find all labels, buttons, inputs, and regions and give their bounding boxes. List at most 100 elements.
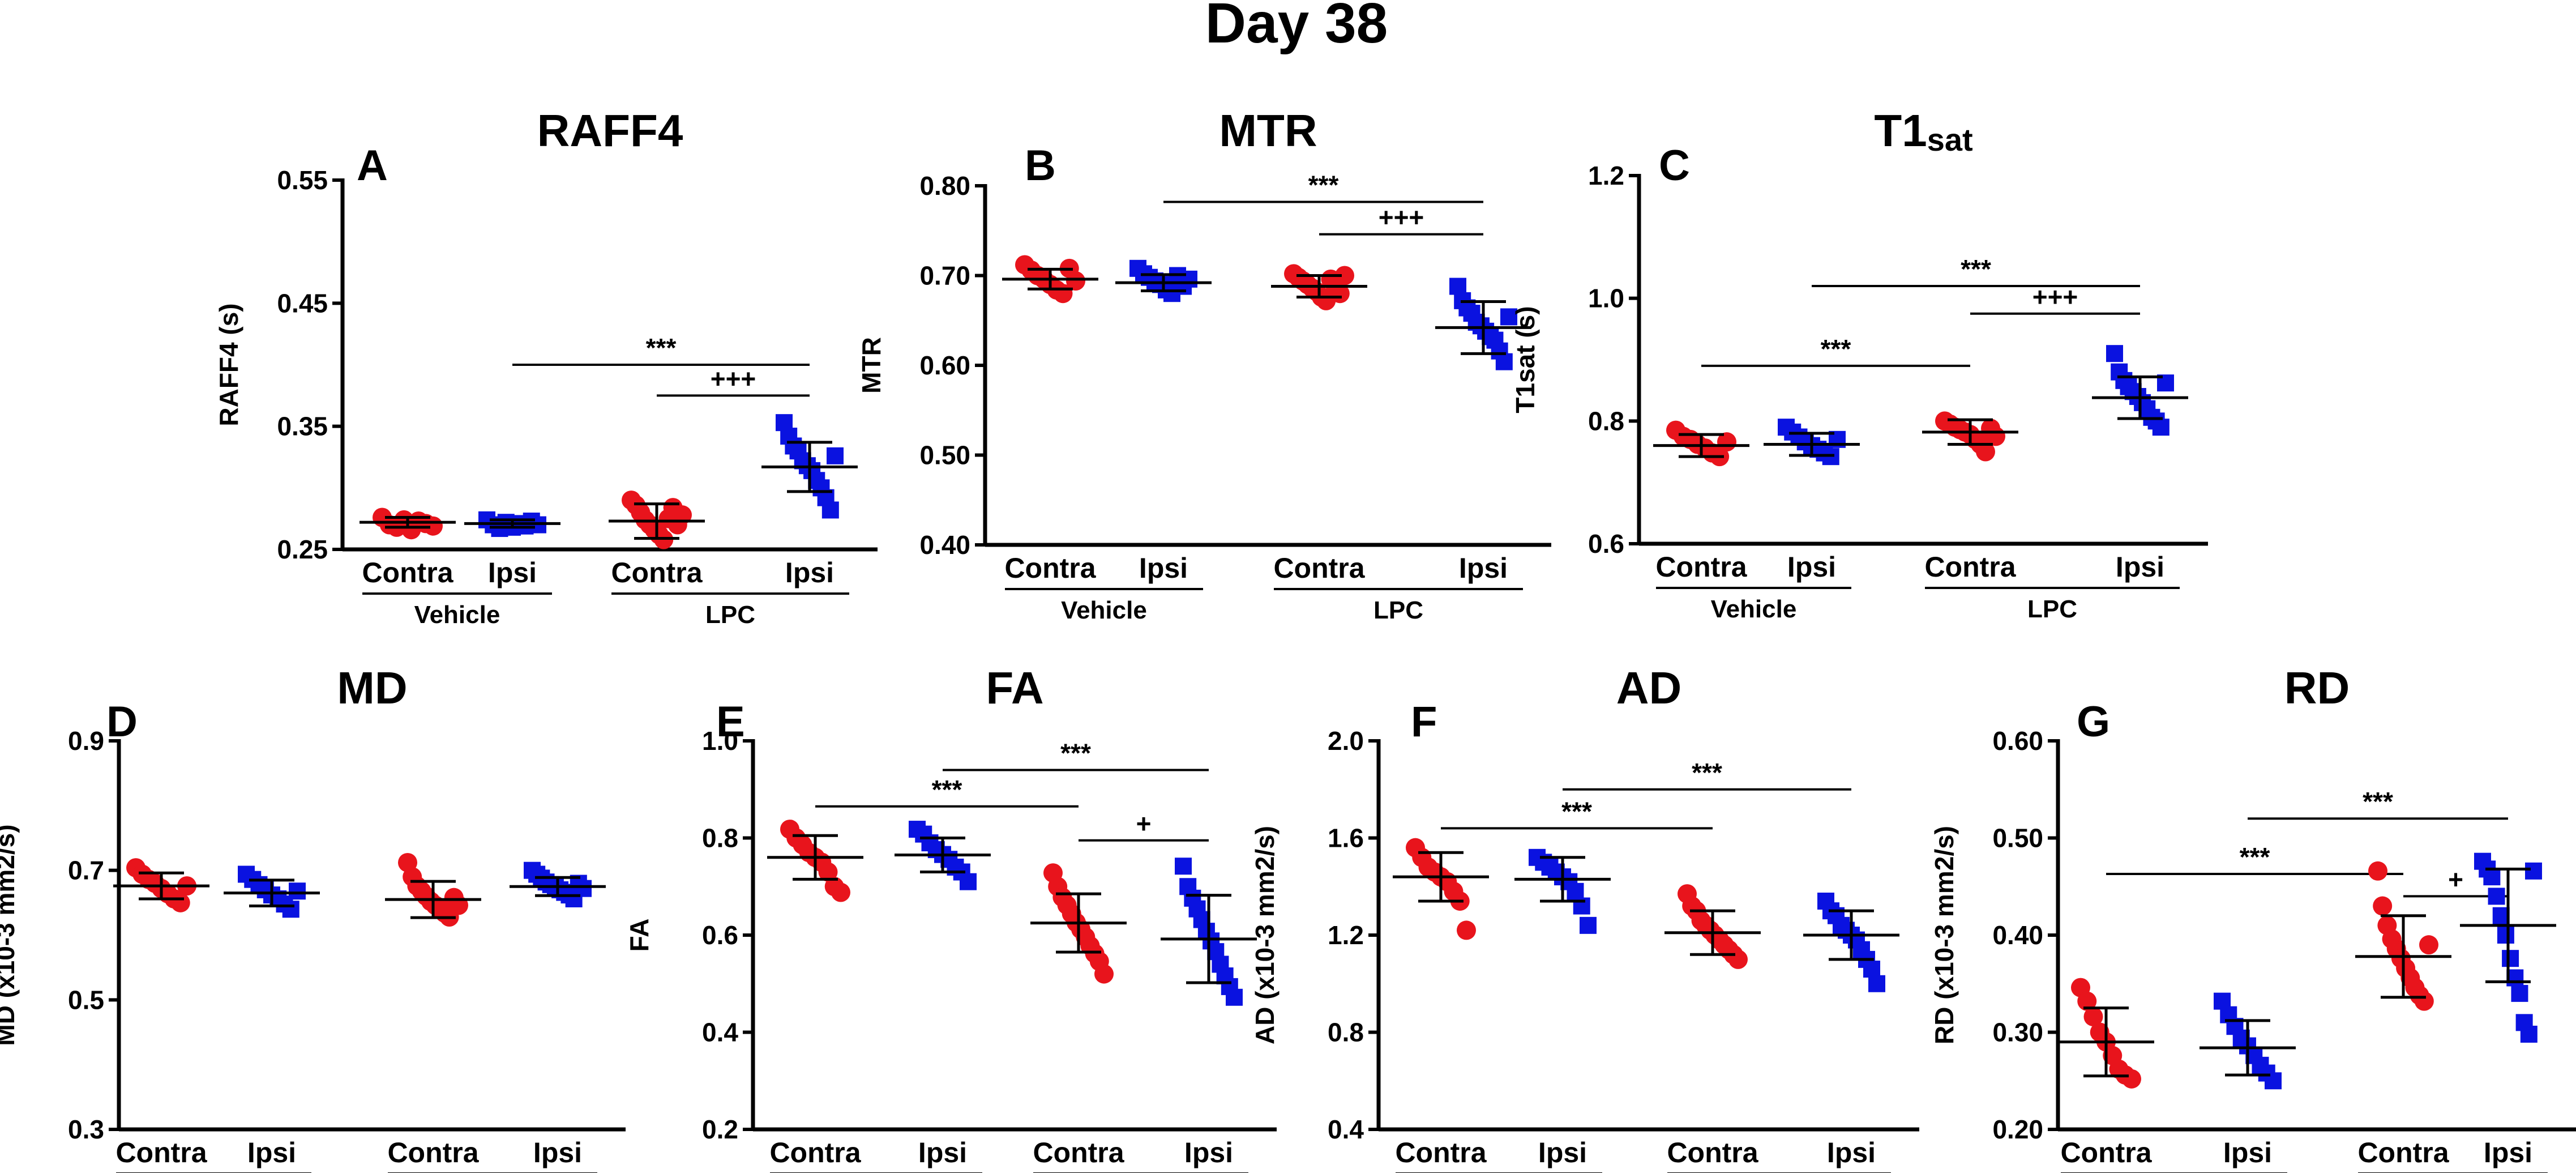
y-tick-label: 1.2	[1328, 920, 1364, 950]
data-point-contra	[1094, 964, 1114, 984]
significance-label: ***	[2363, 787, 2393, 816]
data-point-contra	[170, 893, 190, 912]
y-tick-label: 0.35	[277, 412, 328, 441]
panel-label: G	[2077, 698, 2110, 746]
panel-title: RD	[2284, 663, 2350, 713]
significance-label: ***	[2240, 842, 2270, 872]
significance-label: +++	[1379, 203, 1424, 232]
data-point-contra	[1066, 271, 1085, 291]
data-point-ipsi	[1868, 975, 1885, 992]
panel-d: 0.3 0.5 0.7 0.9 MD D MD (x10-3 mm2/s) Contra Ips…	[0, 663, 626, 1173]
y-axis-label: MTR	[857, 337, 886, 394]
y-tick-label: 0.70	[919, 261, 970, 291]
y-axis-label: MD (x10-3 mm2/s)	[0, 824, 20, 1046]
significance-label: +++	[2032, 282, 2078, 312]
x-category-label: Ipsi	[247, 1137, 296, 1168]
group-label: LPC	[2027, 595, 2077, 623]
data-point-ipsi	[1500, 308, 1517, 326]
significance-label: ***	[1692, 758, 1722, 787]
data-point-ipsi	[2525, 862, 2542, 880]
y-tick-label: 0.60	[1992, 726, 2043, 756]
y-tick-label: 1.2	[1588, 161, 1624, 190]
x-category-label: Contra	[1924, 551, 2016, 583]
significance-label: ***	[1308, 170, 1339, 200]
data-point-ipsi	[2511, 984, 2528, 1002]
y-tick-label: 0.25	[277, 535, 328, 564]
y-tick-label: 0.8	[1328, 1018, 1364, 1047]
data-point-ipsi	[1449, 278, 1466, 295]
panel-label: E	[716, 698, 745, 746]
panel-g: 0.20 0.30 0.40 0.50 0.60 RD G RD (x10-3 mm2/s) C…	[1929, 663, 2576, 1173]
y-tick-label: 1.6	[1328, 824, 1364, 853]
x-category-label: Ipsi	[488, 557, 537, 588]
y-tick-label: 0.8	[1588, 406, 1624, 436]
data-point-contra	[2083, 1007, 2103, 1027]
y-tick-label: 0.30	[1992, 1018, 2043, 1047]
x-category-label: Contra	[1004, 552, 1096, 584]
x-category-label: Contra	[1273, 552, 1365, 584]
panel-title: T1sat	[1874, 105, 1972, 157]
y-tick-label: 0.80	[919, 171, 970, 201]
y-tick-label: 1.0	[702, 726, 738, 756]
significance-label: +++	[711, 364, 756, 393]
panel-title: FA	[986, 663, 1043, 713]
x-category-label: Ipsi	[2116, 551, 2164, 583]
panel-label: C	[1659, 142, 1690, 190]
x-category-label: Ipsi	[1184, 1137, 1233, 1168]
significance-label: +	[1136, 809, 1152, 838]
y-tick-label: 0.60	[919, 351, 970, 380]
data-point-contra	[1457, 920, 1476, 940]
panel-label: B	[1025, 142, 1056, 190]
y-tick-label: 0.55	[277, 165, 328, 195]
group-label: LPC	[705, 601, 755, 629]
y-tick-label: 0.50	[1992, 824, 2043, 853]
y-tick-label: 0.6	[702, 920, 738, 950]
y-tick-label: 1.0	[1588, 284, 1624, 313]
y-tick-label: 0.4	[1328, 1115, 1364, 1144]
data-point-contra	[2414, 991, 2434, 1011]
y-tick-label: 0.7	[68, 856, 104, 885]
panel-title: AD	[1616, 663, 1682, 713]
x-category-label: Ipsi	[2484, 1137, 2532, 1168]
data-point-contra	[1976, 442, 1995, 462]
y-tick-label: 0.6	[1588, 529, 1624, 558]
data-point-ipsi	[2497, 927, 2514, 944]
x-category-label: Contra	[1667, 1137, 1758, 1168]
x-category-label: Contra	[2357, 1137, 2449, 1168]
significance-label: ***	[1961, 254, 1991, 284]
group-label: Vehicle	[1061, 596, 1147, 624]
y-tick-label: 0.3	[68, 1115, 104, 1144]
data-point-ipsi	[2520, 1025, 2538, 1043]
y-tick-label: 0.40	[919, 530, 970, 560]
panel-label: D	[106, 698, 138, 746]
panel-label: F	[1411, 698, 1437, 746]
data-point-contra	[818, 862, 838, 882]
data-point-ipsi	[2483, 868, 2501, 886]
x-category-label: Contra	[1395, 1137, 1487, 1168]
x-category-label: Ipsi	[1139, 552, 1188, 584]
x-category-label: Ipsi	[785, 557, 834, 588]
y-axis-label: AD (x10-3 mm2/s)	[1250, 826, 1280, 1044]
significance-label: ***	[1821, 334, 1851, 364]
data-point-ipsi	[289, 882, 306, 900]
y-axis-label: FA	[624, 919, 654, 952]
x-category-label: Ipsi	[1538, 1137, 1587, 1168]
data-point-ipsi	[1567, 882, 1584, 900]
data-point-ipsi	[1175, 858, 1192, 875]
x-category-label: Ipsi	[533, 1137, 582, 1168]
figure-title: Day 38	[1205, 0, 1388, 55]
x-category-label: Contra	[1655, 551, 1747, 583]
group-label: Vehicle	[1711, 595, 1797, 623]
data-point-contra	[2122, 1069, 2141, 1089]
data-point-contra	[831, 882, 850, 902]
data-point-ipsi	[1863, 961, 1880, 978]
data-point-contra	[1335, 266, 1354, 285]
significance-label: ***	[932, 775, 962, 804]
y-tick-label: 0.8	[702, 824, 738, 853]
panel-e: 0.2 0.4 0.6 0.8 1.0 FA E FA Contra Ipsi Contra Ipsi…	[624, 663, 1277, 1173]
panel-c: 0.6 0.8 1.0 1.2 T1sat C T1sat (s) Contra Ipsi Con…	[1510, 105, 2208, 623]
significance-label: ***	[1060, 738, 1091, 767]
x-category-label: Contra	[769, 1137, 861, 1168]
x-category-label: Ipsi	[1787, 551, 1836, 583]
